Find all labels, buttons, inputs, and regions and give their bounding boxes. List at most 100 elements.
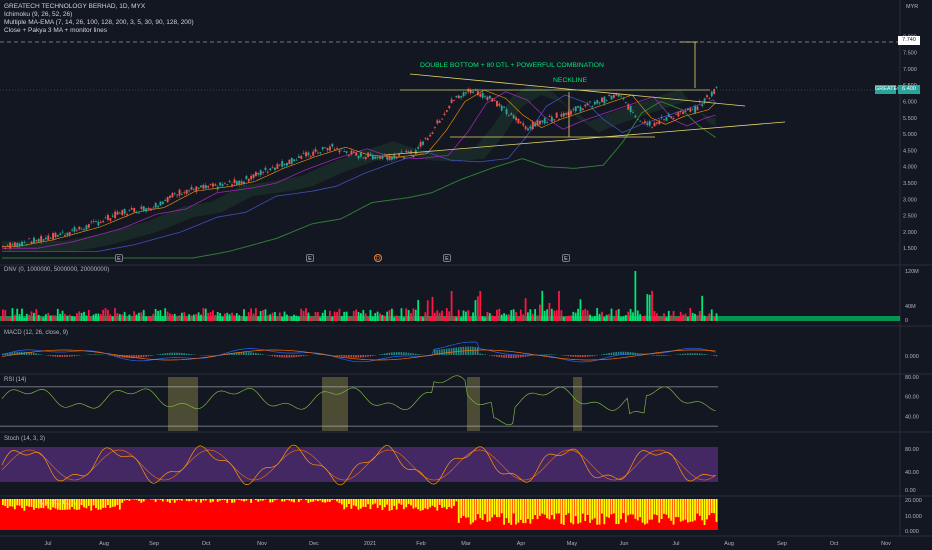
macd-histogram-bar xyxy=(16,351,18,355)
macd-histogram-bar xyxy=(546,354,548,355)
macd-histogram-bar xyxy=(694,353,696,355)
macd-histogram-bar xyxy=(584,355,586,357)
bottom-indicator-bar xyxy=(367,499,369,505)
macd-histogram-bar xyxy=(450,348,453,355)
volume-bar xyxy=(539,304,541,321)
candle-body xyxy=(414,149,417,154)
bottom-indicator-bar xyxy=(355,499,358,507)
volume-bar xyxy=(639,314,642,321)
volume-bar xyxy=(555,310,558,321)
bottom-pane-label[interactable]: 3, 5, 30, 40, 3, 1 xyxy=(38,500,82,506)
macd-histogram-bar xyxy=(505,355,508,358)
bottom-indicator-bar xyxy=(83,499,85,508)
volume-bar xyxy=(102,309,105,321)
candle-body xyxy=(479,94,482,97)
macd-histogram-bar xyxy=(118,355,121,358)
earnings-badge[interactable]: E xyxy=(562,254,570,262)
macd-histogram-bar xyxy=(247,352,250,355)
indicator-pakya[interactable]: Close + Pakya 3 MA + monitor lines xyxy=(4,27,107,34)
macd-histogram-bar xyxy=(522,355,524,358)
volume-bar xyxy=(197,312,200,321)
bottom-indicator-bar xyxy=(71,499,73,507)
volume-bar xyxy=(675,317,677,321)
bottom-indicator-bar xyxy=(159,499,162,500)
indicator-ichimoku[interactable]: Ichimoku (9, 26, 52, 26) xyxy=(4,11,73,18)
rsi-pane-label[interactable]: RSI (14) xyxy=(4,377,27,383)
bottom-indicator-bar xyxy=(596,499,599,525)
volume-bar xyxy=(152,313,155,321)
bottom-indicator-bar xyxy=(541,499,544,514)
macd-histogram-bar xyxy=(252,352,255,355)
macd-histogram-bar xyxy=(369,355,372,357)
bottom-indicator-bar xyxy=(11,499,14,507)
bottom-indicator-bar xyxy=(75,499,78,510)
indicator-ma-ema[interactable]: Multiple MA-EMA (7, 14, 26, 100, 128, 20… xyxy=(4,19,194,26)
candle-body xyxy=(402,157,405,159)
macd-histogram-bar xyxy=(603,353,606,355)
bottom-indicator-bar xyxy=(360,499,362,509)
bottom-indicator-bar xyxy=(336,499,338,502)
volume-bar xyxy=(28,314,31,321)
volume-bar xyxy=(343,311,346,321)
volume-bar xyxy=(686,317,689,321)
bottom-indicator-bar xyxy=(438,499,441,505)
volume-bar xyxy=(572,311,575,321)
earnings-badge[interactable]: E xyxy=(306,254,314,262)
bottom-indicator-bar xyxy=(192,499,195,500)
macd-histogram-bar xyxy=(507,355,510,359)
macd-histogram-bar xyxy=(655,355,658,356)
macd-histogram-bar xyxy=(302,355,305,357)
stoch-pane-label[interactable]: Stoch (14, 3, 3) xyxy=(4,436,46,442)
macd-histogram-bar xyxy=(400,352,403,355)
bottom-indicator-bar xyxy=(512,499,515,514)
volume-bar xyxy=(293,314,295,321)
macd-histogram-bar xyxy=(133,355,135,359)
dividend-badge[interactable]: D xyxy=(374,254,382,262)
candle-body xyxy=(469,90,472,93)
earnings-badge[interactable]: E xyxy=(115,254,123,262)
volume-bar xyxy=(460,317,463,321)
macd-histogram-bar xyxy=(624,351,627,355)
macd-histogram-bar xyxy=(250,352,252,355)
volume-bar xyxy=(402,317,405,321)
volume-pane-label[interactable]: DNV (0, 1000000, 5000000, 20000000) xyxy=(4,267,110,273)
macd-histogram-bar xyxy=(543,354,546,355)
bottom-indicator-bar xyxy=(166,499,169,502)
volume-bar xyxy=(479,291,482,321)
bottom-indicator-bar xyxy=(338,499,341,504)
bottom-indicator-bar xyxy=(646,499,649,524)
volume-bar xyxy=(116,313,119,321)
volume-bar xyxy=(107,309,109,321)
candle-body xyxy=(622,98,625,100)
volume-bar xyxy=(524,298,527,321)
macd-histogram-bar xyxy=(383,353,386,355)
bottom-indicator-bar xyxy=(135,499,138,500)
earnings-badge[interactable]: E xyxy=(443,254,451,262)
candle-body xyxy=(641,122,644,124)
macd-pane-label[interactable]: MACD (12, 26, close, 9) xyxy=(4,330,69,336)
macd-histogram-bar xyxy=(703,354,706,355)
stoch-k-line xyxy=(1,444,716,486)
bottom-indicator-bar xyxy=(524,499,527,524)
bottom-indicator-bar xyxy=(216,499,219,502)
volume-bar xyxy=(529,309,532,321)
candle-body xyxy=(195,186,198,192)
candle-body xyxy=(207,186,210,188)
bottom-indicator-bar xyxy=(309,499,312,502)
volume-bar xyxy=(274,312,276,321)
macd-histogram-bar xyxy=(190,354,193,355)
symbol-title[interactable]: GREATECH TECHNOLOGY BERHAD, 1D, MYX xyxy=(4,3,146,10)
bottom-indicator-bar xyxy=(40,499,42,508)
candle-body xyxy=(42,239,45,241)
candle-body xyxy=(536,120,539,126)
volume-bar xyxy=(560,310,563,321)
volume-bar xyxy=(586,310,589,321)
macd-histogram-bar xyxy=(243,352,245,355)
macd-histogram-bar xyxy=(393,352,395,355)
bottom-indicator-bar xyxy=(696,499,699,514)
volume-bar xyxy=(574,312,577,321)
macd-histogram-bar xyxy=(73,355,76,357)
bottom-indicator-bar xyxy=(30,499,33,507)
macd-histogram-bar xyxy=(493,355,496,357)
